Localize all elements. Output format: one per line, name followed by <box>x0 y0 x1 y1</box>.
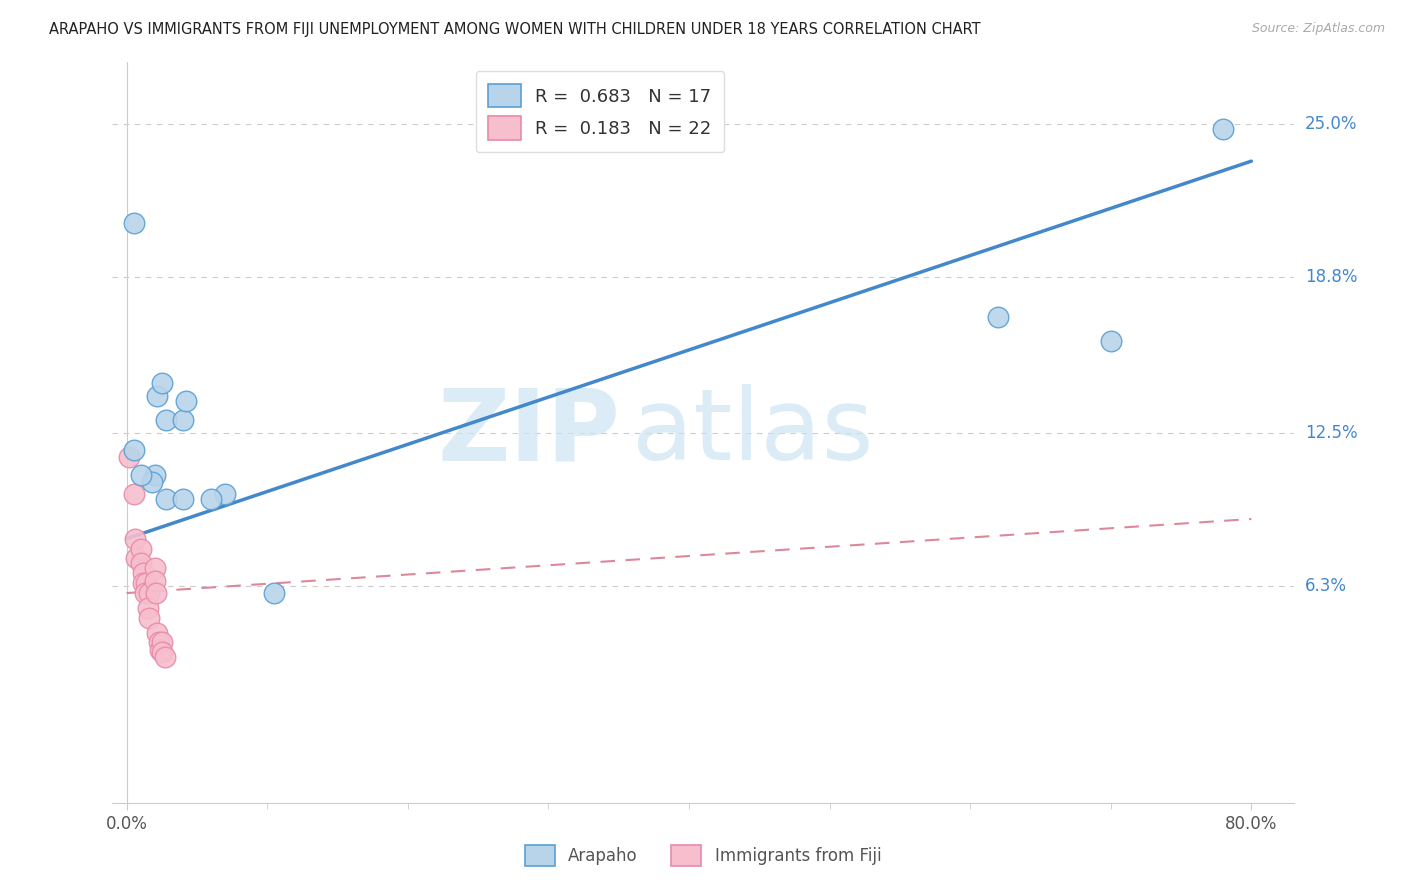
Legend: Arapaho, Immigrants from Fiji: Arapaho, Immigrants from Fiji <box>516 837 890 875</box>
Point <box>129 541 152 556</box>
Point <box>146 625 169 640</box>
Point <box>263 586 285 600</box>
Text: ZIP: ZIP <box>437 384 620 481</box>
Point <box>136 600 159 615</box>
Point <box>150 635 173 649</box>
Point <box>1099 334 1122 349</box>
Point <box>141 475 163 489</box>
Point <box>149 642 172 657</box>
Point <box>1212 122 1234 136</box>
Point <box>145 586 167 600</box>
Text: ARAPAHO VS IMMIGRANTS FROM FIJI UNEMPLOYMENT AMONG WOMEN WITH CHILDREN UNDER 18 : ARAPAHO VS IMMIGRANTS FROM FIJI UNEMPLOY… <box>49 22 981 37</box>
Text: 25.0%: 25.0% <box>1305 115 1357 133</box>
Point <box>118 450 141 465</box>
Point <box>155 492 177 507</box>
Text: Source: ZipAtlas.com: Source: ZipAtlas.com <box>1251 22 1385 36</box>
Point <box>153 650 176 665</box>
Point <box>134 586 156 600</box>
Text: 12.5%: 12.5% <box>1305 424 1357 442</box>
Text: 18.8%: 18.8% <box>1305 268 1357 286</box>
Point <box>143 467 166 482</box>
Point <box>148 635 170 649</box>
Point <box>135 576 157 591</box>
Point <box>146 389 169 403</box>
Point <box>155 413 177 427</box>
Text: 6.3%: 6.3% <box>1305 576 1347 595</box>
Point <box>129 467 152 482</box>
Legend: R =  0.683   N = 17, R =  0.183   N = 22: R = 0.683 N = 17, R = 0.183 N = 22 <box>475 71 724 153</box>
Point <box>138 586 160 600</box>
Point <box>122 487 145 501</box>
Point <box>143 561 166 575</box>
Point <box>132 566 155 581</box>
Point <box>150 376 173 391</box>
Point <box>987 310 1010 324</box>
Point <box>200 492 222 507</box>
Point <box>129 557 152 571</box>
Point <box>124 532 146 546</box>
Point <box>150 645 173 659</box>
Point <box>172 413 194 427</box>
Point <box>132 576 155 591</box>
Point <box>143 574 166 588</box>
Point <box>122 442 145 457</box>
Point <box>214 487 236 501</box>
Text: atlas: atlas <box>633 384 873 481</box>
Point <box>174 393 197 408</box>
Point <box>125 551 148 566</box>
Point <box>172 492 194 507</box>
Point <box>122 216 145 230</box>
Point <box>138 611 160 625</box>
